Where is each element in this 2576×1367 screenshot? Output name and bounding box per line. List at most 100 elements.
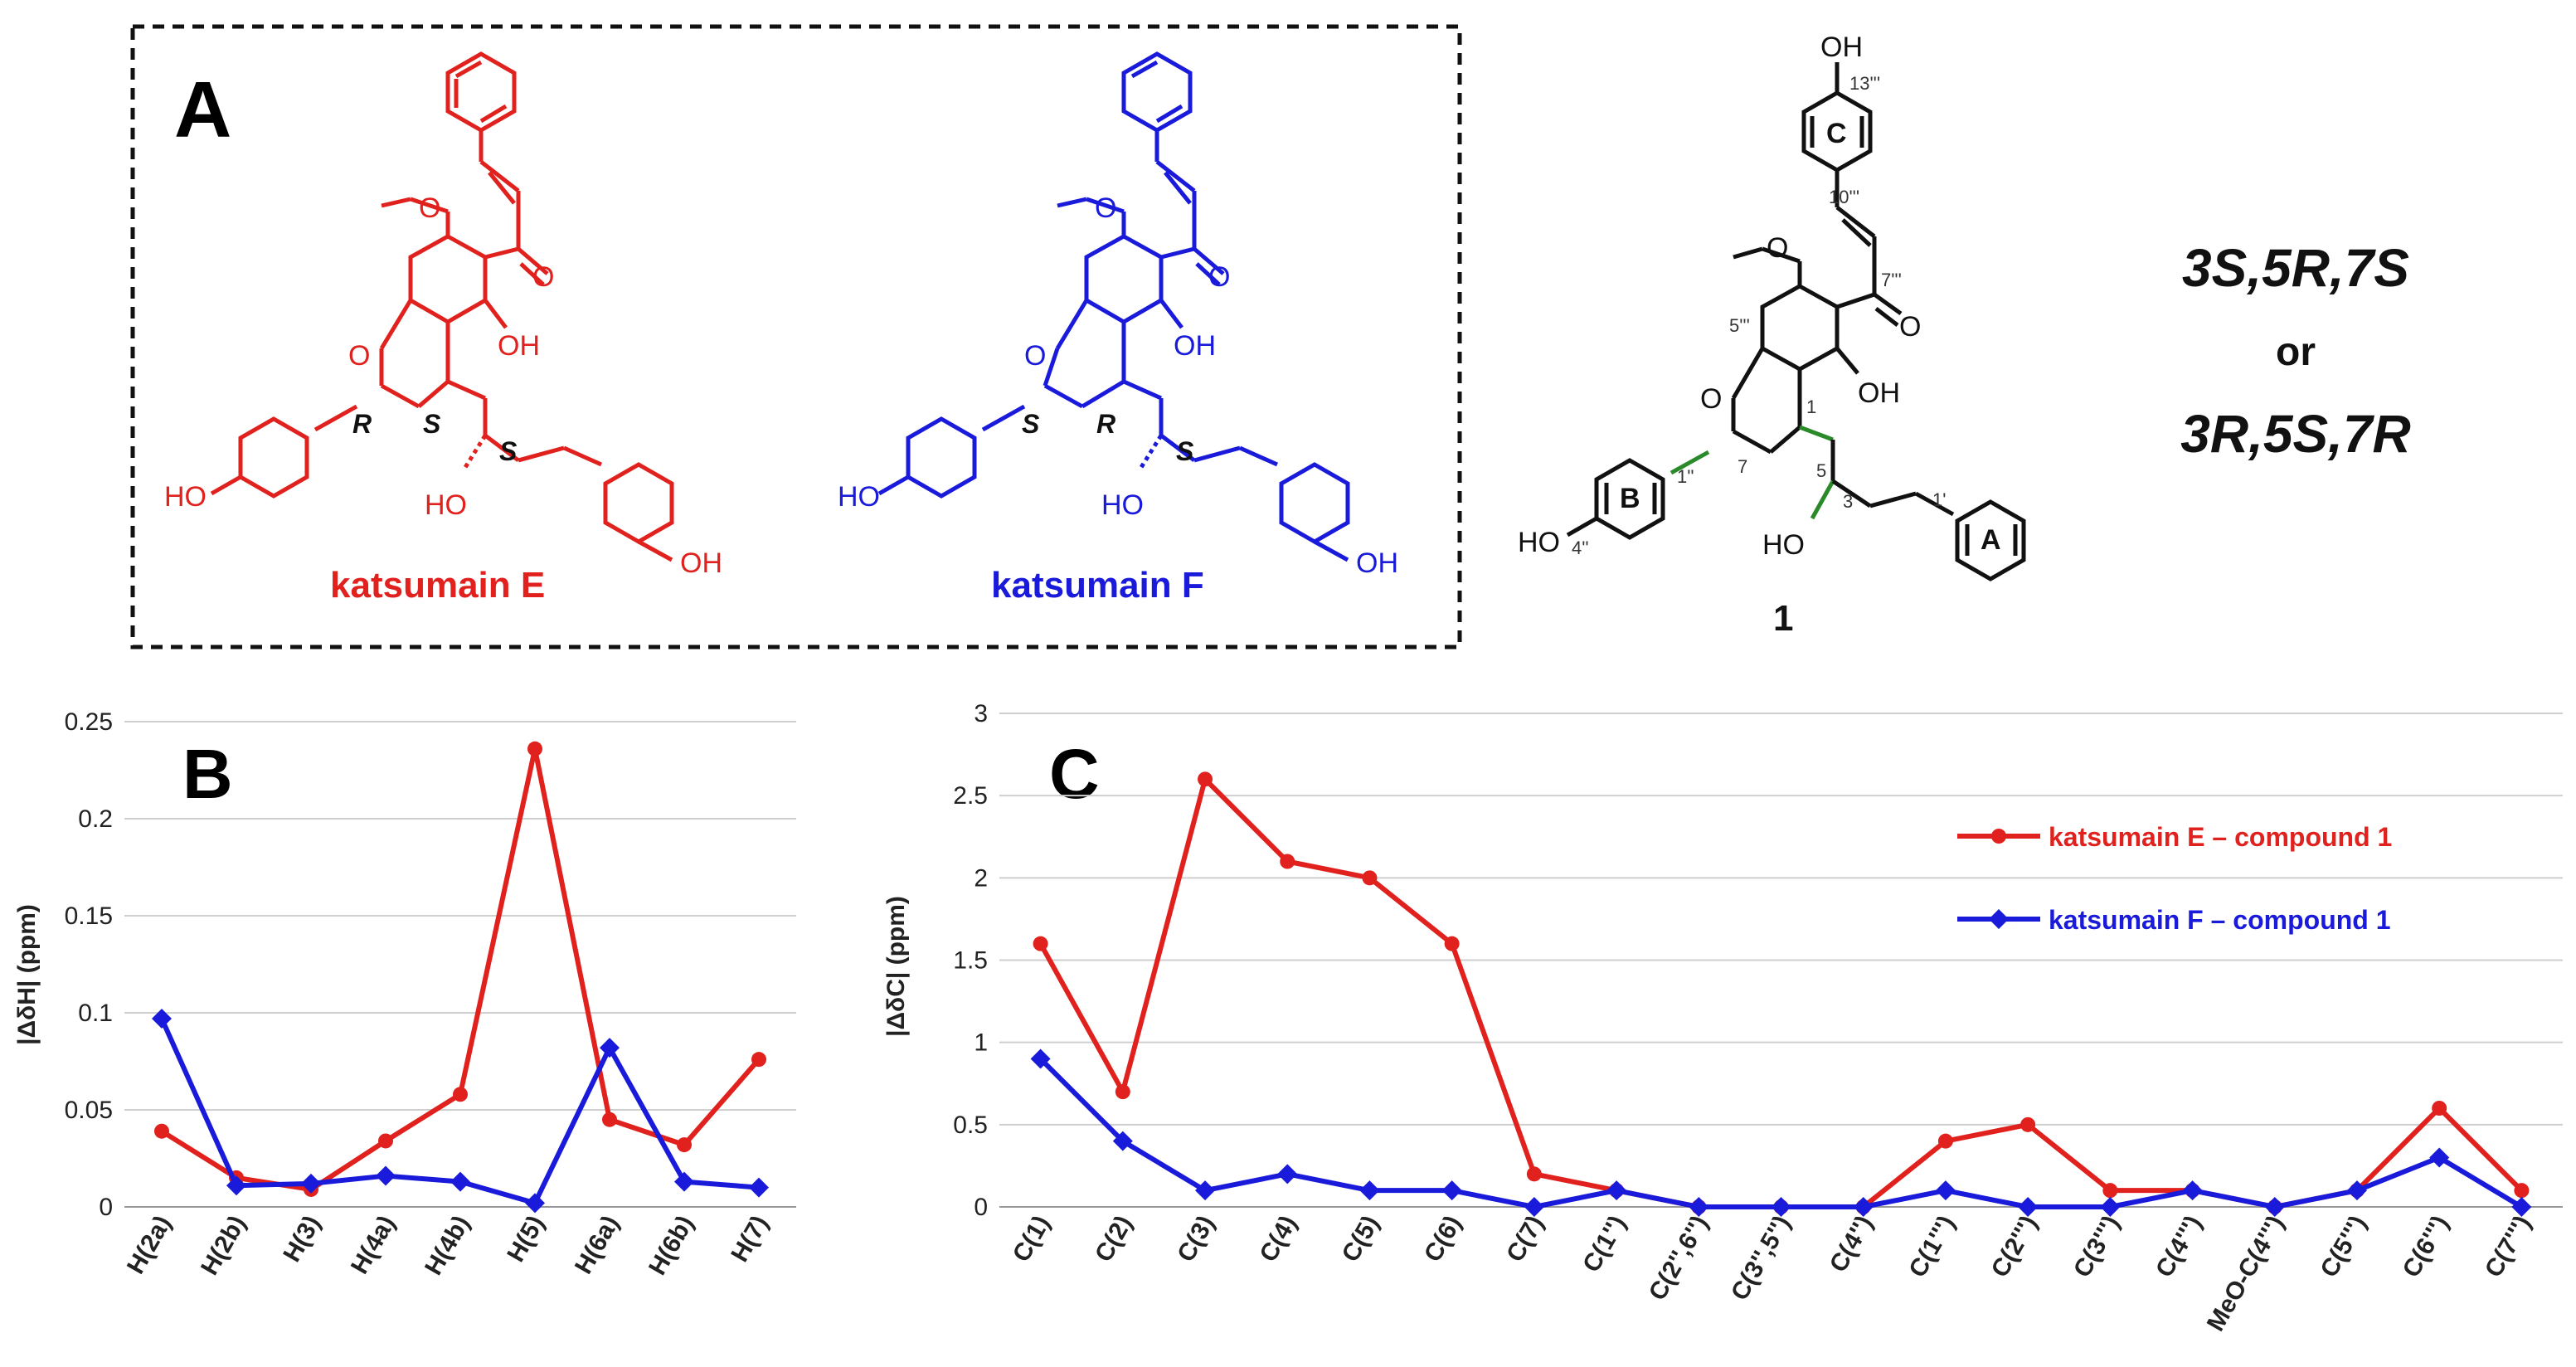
c1-locant-5: 5 <box>1816 460 1826 481</box>
chartC-point-s0-5 <box>1444 936 1460 951</box>
c1-locant-1p: 1' <box>1932 489 1946 510</box>
f-stereo-label-2: R <box>1096 409 1115 439</box>
config-line-3: 3R,5S,7R <box>2180 404 2410 464</box>
katsumain-f-atoms: O O OH HO HO OH O <box>838 192 1398 579</box>
chartC-point-s1-6 <box>1524 1197 1544 1217</box>
chartB-y-tick-label: 0.2 <box>78 805 113 833</box>
chartC-x-tick-label: C(3'',5'') <box>1726 1211 1796 1305</box>
c1-atom-ring-o: O <box>1700 383 1722 415</box>
chartC-x-tick-label: C(1) <box>1008 1211 1056 1267</box>
c1-atom-oh: OH <box>1858 377 1900 409</box>
e-atom-oh: OH <box>498 330 540 362</box>
f-atom-ring-o: O <box>1024 340 1046 372</box>
c1-locant-4pp: 4'' <box>1572 538 1589 558</box>
chartC-point-s1-18 <box>2511 1197 2532 1217</box>
chartB-x-tick-label: H(2b) <box>196 1211 251 1280</box>
chartB-point-s1-6 <box>600 1038 620 1058</box>
chartB-x-tick-label: H(6b) <box>644 1211 699 1280</box>
panel-a: A <box>130 24 1462 649</box>
chartB-series-line-0 <box>160 746 761 1192</box>
katsumain-f-stereo: S R S <box>1022 409 1194 466</box>
chartC-series-line-1 <box>1038 1057 2523 1209</box>
e-left-phenol <box>238 416 309 499</box>
chartC-x-tick-label: C(2) <box>1090 1211 1138 1267</box>
c1-atom-chain-ho: HO <box>1762 529 1805 561</box>
e-atom-left-ho: HO <box>164 481 207 513</box>
e-stereo-label-2: S <box>423 409 441 439</box>
chartC-point-s1-7 <box>1606 1180 1627 1201</box>
chartC-point-s1-8 <box>1689 1197 1709 1217</box>
c1-locant-7p: 7''' <box>1881 270 1902 290</box>
chartC-point-s0-17 <box>2432 1101 2447 1116</box>
chart-b: B |ΔδH| (ppm) 00.050.10.150.20.25 H(2a) H… <box>13 708 796 1280</box>
chartC-x-tick-label: C(3) <box>1172 1211 1220 1267</box>
chartB-x-tick-label: H(4b) <box>420 1211 475 1280</box>
chartC-point-s1-5 <box>1441 1180 1462 1201</box>
config-line-2: or <box>2276 330 2316 374</box>
legend-e-marker <box>1991 829 2006 844</box>
chartB-point-s0-6 <box>602 1112 617 1127</box>
f-atom-ketone-o: O <box>1208 261 1230 293</box>
chartC-y-tick-label: 1 <box>974 1029 988 1057</box>
f-aromatic-core <box>1084 234 1164 324</box>
e-stereo-label-1: R <box>352 409 372 439</box>
c1-aromatic-core <box>1760 284 1840 372</box>
chartB-point-s1-4 <box>450 1171 470 1192</box>
chartC-y-tick-label: 3 <box>974 700 988 727</box>
e-atom-methoxy-o: O <box>419 192 440 224</box>
legend-e-label: katsumain E – compound 1 <box>2049 822 2392 852</box>
chartB-point-s0-3 <box>378 1133 393 1149</box>
config-line-1: 3S,5R,7S <box>2182 238 2409 298</box>
katsumain-e-structure <box>210 51 674 562</box>
compound-1-structure <box>1566 62 2026 581</box>
f-atom-right-oh: OH <box>1356 547 1398 579</box>
chartC-y-tick-label: 2 <box>974 864 988 892</box>
chart-c-legend: katsumain E – compound 1 katsumain F – c… <box>1957 822 2392 935</box>
chartB-point-s1-3 <box>376 1165 396 1186</box>
chartC-point-s0-11 <box>1937 1133 1953 1149</box>
chartC-point-s1-14 <box>2182 1180 2203 1201</box>
chart-b-panel-label: B <box>182 735 233 813</box>
chartC-y-tick-label: 0 <box>974 1194 988 1221</box>
f-stereo-label-3: S <box>1176 436 1194 466</box>
chartC-point-s1-2 <box>1195 1180 1216 1201</box>
chartC-x-tick-label: C(1''') <box>1904 1211 1961 1282</box>
chartC-point-s0-2 <box>1198 771 1213 787</box>
katsumain-e-name: katsumain E <box>330 565 545 606</box>
chart-b-x-ticks: H(2a) H(2b) H(3) H(4a) H(4b) H(5) H(6a) H(6b) H(… <box>122 1211 774 1280</box>
chartB-point-s1-1 <box>226 1175 246 1196</box>
e-right-phenol <box>603 462 674 544</box>
c1-locant-1: 1 <box>1806 396 1816 417</box>
chartC-y-tick-label: 2.5 <box>953 782 988 810</box>
chart-b-gridlines <box>124 721 796 1208</box>
chartB-point-s0-4 <box>453 1087 468 1102</box>
chartC-x-tick-label: C(6) <box>1419 1211 1467 1267</box>
chartB-x-tick-label: H(2a) <box>122 1211 177 1278</box>
c1-atom-ketone-o: O <box>1899 311 1921 343</box>
chartC-x-tick-label: C(3''') <box>2068 1211 2125 1282</box>
configuration-text: 3S,5R,7S or 3R,5S,7R <box>2180 238 2410 464</box>
chartC-x-tick-label: C(7''') <box>2480 1211 2536 1282</box>
c1-locant-5p: 5''' <box>1729 315 1750 336</box>
chartC-point-s0-13 <box>2102 1183 2118 1199</box>
chartC-point-s0-3 <box>1280 854 1295 869</box>
e-aromatic-core <box>408 234 488 324</box>
chartB-y-tick-label: 0.15 <box>65 902 113 930</box>
f-left-phenol <box>906 416 977 499</box>
chartC-point-s1-12 <box>2018 1197 2039 1217</box>
chartC-y-tick-label: 1.5 <box>953 947 988 975</box>
f-atom-chain-ho: HO <box>1101 489 1144 521</box>
chartC-x-tick-label: C(5''') <box>2316 1211 2372 1282</box>
chartB-y-tick-label: 0.05 <box>65 1097 113 1124</box>
c1-ring-label-b: B <box>1620 483 1640 514</box>
c1-ring-label-c: C <box>1826 118 1847 149</box>
c1-ring-b <box>1594 458 1665 540</box>
chartC-point-s1-9 <box>1771 1197 1791 1217</box>
f-stereo-label-1: S <box>1022 409 1040 439</box>
chartC-x-tick-label: C(2''') <box>1986 1211 2043 1282</box>
chartB-point-s1-7 <box>674 1171 694 1192</box>
chartC-y-tick-label: 0.5 <box>953 1112 988 1139</box>
f-atom-oh: OH <box>1174 330 1216 362</box>
panel-a-dashed-frame <box>130 24 1462 649</box>
e-atom-right-oh: OH <box>680 547 722 579</box>
